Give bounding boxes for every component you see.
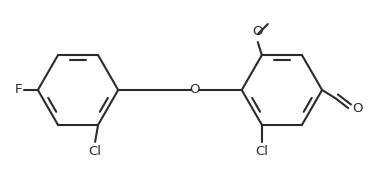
Text: F: F xyxy=(14,83,22,97)
Text: O: O xyxy=(253,25,263,38)
Text: Cl: Cl xyxy=(256,145,268,158)
Text: O: O xyxy=(352,102,363,115)
Text: O: O xyxy=(189,83,200,97)
Text: Cl: Cl xyxy=(89,145,101,158)
